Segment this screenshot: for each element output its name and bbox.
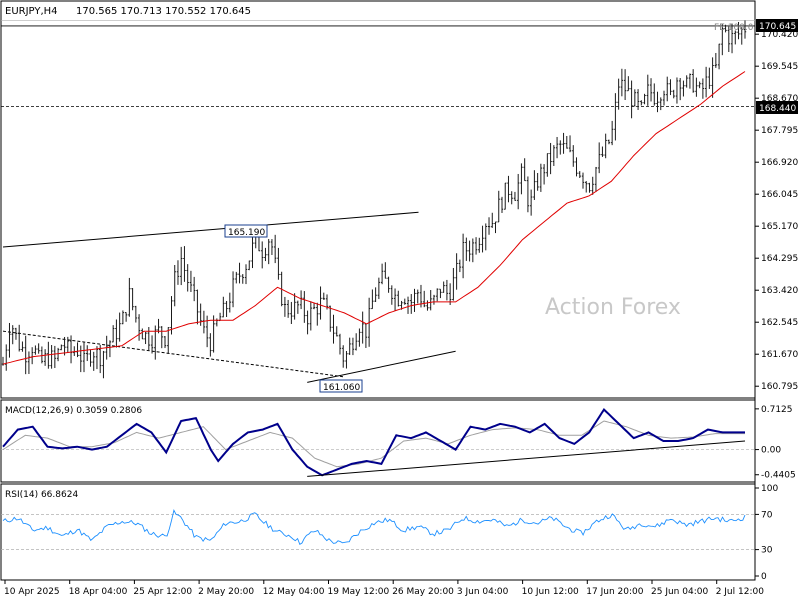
macd-y-tick-label: -0.4405 — [761, 471, 796, 481]
rsi-layer — [1, 509, 755, 550]
fe-label: FE 100.0 — [714, 23, 754, 33]
rsi-y-tick-label: 70 — [761, 510, 773, 520]
price-y-tick-label: 163.420 — [761, 286, 798, 296]
x-tick-label: 10 Jun 12:00 — [522, 587, 579, 597]
current-price-tag-bg — [756, 19, 798, 32]
high-annotation: 165.190 — [228, 228, 265, 238]
high-annotation-box — [224, 224, 268, 238]
rsi-title: RSI(14) 66.8624 — [5, 490, 78, 500]
price-y-tick-label: 169.545 — [761, 62, 798, 72]
price-y-tick-label: 162.545 — [761, 318, 798, 328]
x-tick-label: 12 May 04:00 — [263, 587, 325, 597]
level-price-tag: 168.440 — [759, 104, 796, 114]
price-y-tick-label: 167.795 — [761, 126, 798, 136]
macd-y-tick-label: 0.7125 — [761, 405, 793, 415]
x-tick-label: 3 Jun 04:00 — [457, 587, 509, 597]
level-price-tag-bg — [756, 101, 798, 114]
rsi-y-tick-label: 0 — [761, 572, 767, 582]
rsi-y-tick-label: 30 — [761, 546, 773, 556]
x-tick-label: 18 Apr 04:00 — [69, 587, 128, 597]
price-layer — [1, 19, 755, 383]
low-annotation-box — [319, 379, 363, 393]
x-tick-label: 10 Apr 2025 — [4, 587, 60, 597]
x-tick-label: 19 May 12:00 — [328, 587, 390, 597]
x-tick-label: 26 May 20:00 — [392, 587, 454, 597]
x-tick-label: 2 Jul 12:00 — [716, 587, 765, 597]
price-y-tick-label: 166.920 — [761, 158, 798, 168]
trendline — [2, 330, 345, 378]
rsi-y-tick-label: 100 — [761, 484, 778, 494]
price-y-tick-label: 161.670 — [761, 350, 798, 360]
trendline — [307, 350, 456, 383]
macd-signal-line — [2, 420, 745, 468]
price-y-tick-label: 168.670 — [761, 94, 798, 104]
low-annotation: 161.060 — [323, 383, 360, 393]
symbol-label: EURJPY,H4 — [5, 6, 58, 17]
x-tick-label: 17 Jun 20:00 — [586, 587, 643, 597]
price-panel-frame — [0, 0, 756, 399]
axis-layer: 170.420 169.545 168.670 167.795 166.920 166.0… — [4, 30, 798, 597]
current-price-tag: 170.645 — [759, 22, 796, 32]
moving-average-line — [2, 71, 746, 365]
price-y-tick-label: 166.045 — [761, 190, 798, 200]
x-tick-label: 25 Apr 12:00 — [133, 587, 192, 597]
price-y-tick-label: 160.795 — [761, 382, 798, 392]
price-y-tick-label: 170.420 — [761, 30, 798, 40]
watermark: Action Forex — [545, 295, 681, 320]
x-tick-label: 2 May 20:00 — [198, 587, 254, 597]
price-y-tick-label: 165.170 — [761, 222, 798, 232]
macd-trendline — [307, 440, 746, 477]
macd-line — [2, 408, 745, 477]
rsi-panel-frame — [0, 483, 756, 581]
macd-title: MACD(12,26,9) 0.3059 0.2806 — [5, 406, 142, 416]
trendline — [2, 211, 419, 248]
macd-y-tick-label: 0.00 — [761, 446, 781, 456]
x-tick-label: 25 Jun 04:00 — [651, 587, 708, 597]
price-y-tick-label: 164.295 — [761, 254, 798, 264]
ohlc-label: 170.565 170.713 170.552 170.645 — [76, 6, 251, 17]
rsi-line — [2, 509, 746, 545]
macd-layer — [1, 408, 755, 477]
